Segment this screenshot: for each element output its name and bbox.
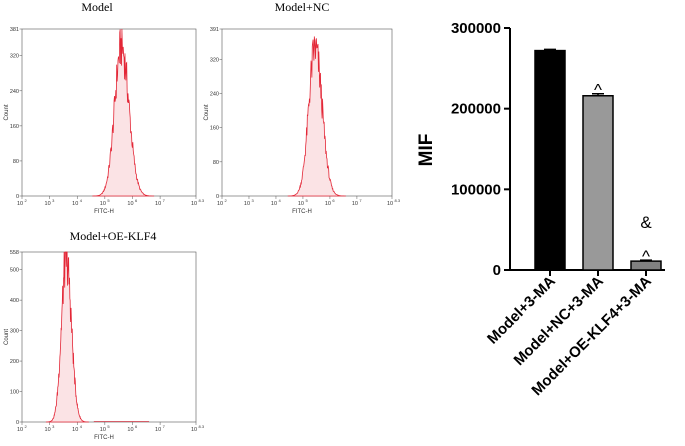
x-tick-label: 10	[100, 427, 106, 433]
x-tick-label: 10	[100, 201, 106, 207]
x-tick-exponent: 5	[107, 424, 110, 429]
y-tick-label: 500	[10, 268, 19, 274]
x-tick-label: 10	[191, 427, 197, 433]
x-tick-exponent: 5	[107, 198, 110, 203]
y-tick-label: 240	[210, 91, 219, 97]
x-tick-exponent: 4	[80, 198, 83, 203]
y-tick-label: 160	[210, 126, 219, 132]
histogram-title: Model	[81, 0, 113, 14]
x-tick-label: 10	[217, 201, 223, 207]
x-tick-label: 10	[17, 427, 23, 433]
x-tick-label: 10	[191, 201, 197, 207]
histogram-series	[92, 28, 155, 197]
x-axis-label: FITC-H	[292, 209, 312, 215]
x-tick-label: 10	[45, 427, 51, 433]
histogram-title: Model+NC	[275, 0, 330, 14]
y-axis-label: Count	[4, 104, 10, 120]
x-tick-exponent: 4	[80, 424, 83, 429]
y-tick-label: 200000	[451, 101, 501, 118]
x-tick-exponent: 8.3	[199, 198, 205, 203]
significance-mark: ^	[594, 81, 602, 100]
y-tick-label: 0	[216, 194, 219, 200]
x-tick-label: 10	[325, 201, 331, 207]
y-tick-label: 558	[10, 250, 19, 256]
y-tick-label: 160	[10, 124, 19, 130]
y-tick-label: 240	[10, 89, 19, 95]
significance-mark: &	[640, 213, 652, 232]
y-axis-label: Count	[4, 329, 10, 345]
y-tick-label: 381	[10, 27, 19, 33]
y-tick-label: 300	[10, 329, 19, 335]
histogram-panel-3: Model+OE-KLF4102103104105106107108.30100…	[4, 229, 205, 441]
x-tick-label: 10	[155, 201, 161, 207]
x-tick-exponent: 2	[225, 198, 228, 203]
y-tick-label: 80	[213, 160, 219, 166]
histogram-title: Model+OE-KLF4	[70, 229, 157, 243]
x-tick-label: 10	[271, 201, 277, 207]
x-tick-exponent: 2	[25, 424, 28, 429]
x-tick-exponent: 3	[251, 198, 254, 203]
y-tick-label: 300000	[451, 20, 501, 37]
x-tick-label: 10	[298, 201, 304, 207]
x-tick-label: 10	[155, 427, 161, 433]
x-tick-exponent: 6	[332, 198, 335, 203]
histogram-series	[45, 251, 89, 423]
y-tick-label: 0	[16, 194, 19, 200]
x-tick-exponent: 8.3	[395, 198, 401, 203]
x-tick-label: Model+NC+3-MA	[511, 273, 607, 369]
y-tick-label: 100000	[451, 181, 501, 198]
x-tick-label: 10	[72, 201, 78, 207]
bar-2	[582, 95, 614, 271]
x-tick-label: 10	[127, 201, 133, 207]
x-tick-label: 10	[352, 201, 358, 207]
x-tick-exponent: 7	[163, 424, 166, 429]
x-tick-label: 10	[45, 201, 51, 207]
x-tick-label: 10	[387, 201, 393, 207]
y-tick-label: 200	[10, 359, 19, 365]
y-tick-label: 100	[10, 390, 19, 396]
x-tick-exponent: 7	[163, 198, 166, 203]
x-tick-exponent: 2	[25, 198, 28, 203]
x-tick-exponent: 4	[278, 198, 281, 203]
y-axis-label: MIF	[416, 134, 437, 167]
x-tick-label: 10	[72, 427, 78, 433]
x-tick-exponent: 6	[135, 424, 138, 429]
x-tick-exponent: 8.3	[199, 424, 205, 429]
x-axis-label: FITC-H	[94, 435, 114, 441]
x-axis-label: FITC-H	[94, 209, 114, 215]
x-tick-exponent: 3	[52, 424, 55, 429]
x-tick-label: 10	[17, 201, 23, 207]
x-tick-exponent: 5	[305, 198, 308, 203]
y-tick-label: 320	[210, 57, 219, 63]
bar-chart: 0100000200000300000MIFModel+3-MAModel+NC…	[416, 20, 665, 399]
x-tick-exponent: 7	[359, 198, 362, 203]
histogram-panel-1: Model102103104105106107108.3080160240320…	[4, 0, 205, 215]
x-tick-label: 10	[244, 201, 250, 207]
histogram-frame	[21, 251, 197, 423]
significance-mark: ^	[642, 247, 650, 266]
y-tick-label: 320	[10, 54, 19, 60]
y-axis-label: Count	[204, 104, 210, 120]
y-tick-label: 391	[210, 27, 219, 33]
y-tick-label: 80	[13, 159, 19, 165]
y-tick-label: 400	[10, 298, 19, 304]
y-tick-label: 0	[493, 262, 501, 279]
histogram-panel-2: Model+NC102103104105106107108.3080160240…	[204, 0, 401, 215]
x-tick-exponent: 3	[52, 198, 55, 203]
x-tick-label: 10	[127, 427, 133, 433]
histogram-series	[287, 36, 346, 197]
x-tick-exponent: 6	[135, 198, 138, 203]
bar-1	[534, 49, 566, 271]
y-tick-label: 0	[16, 420, 19, 426]
